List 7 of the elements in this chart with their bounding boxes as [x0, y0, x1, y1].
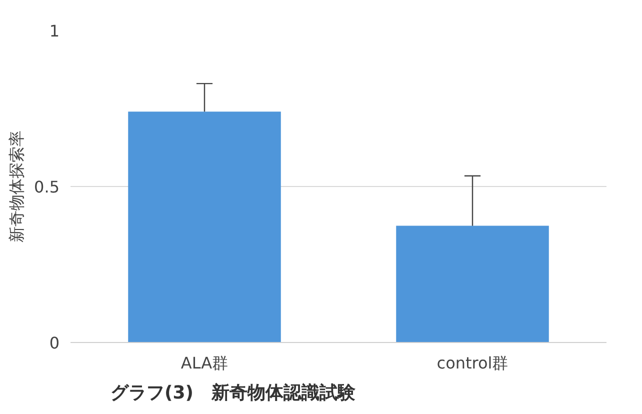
x-tick-label: control群	[436, 354, 508, 372]
y-tick-label: 1	[49, 22, 60, 40]
y-tick-label: 0	[49, 334, 60, 352]
y-axis-title: 新奇物体探索率	[7, 130, 26, 242]
text: グラフ(3) 新奇物体認識試験	[110, 382, 356, 404]
y-tick-label: 0.5	[34, 178, 60, 196]
x-tick-label: ALA群	[180, 354, 228, 372]
